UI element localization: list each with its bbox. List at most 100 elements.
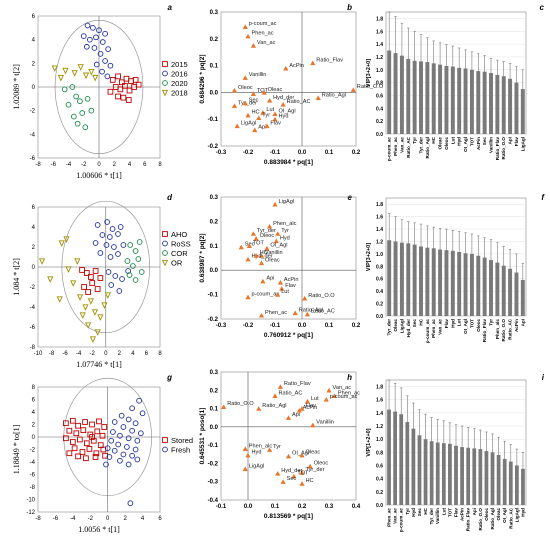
x-tick-label: 0 [97,162,101,168]
category-label: AcPin [460,508,465,521]
data-point [117,432,123,439]
y-tick-label: 0.3 [210,195,219,201]
data-point [82,72,90,80]
legend-label: 2015 [171,60,188,69]
y-tick-label: 1.8 [376,16,383,22]
loading-point [258,253,265,258]
y-tick-label: -6 [30,156,36,162]
vip-bar [495,262,500,316]
loading-label: LigAgl [249,463,265,469]
category-label: LigAgl [514,508,519,522]
data-point [47,276,54,283]
plot-frame [220,196,357,320]
y-tick-label: 6 [32,14,36,20]
loading-point [299,406,305,411]
loading-label: Hyd [279,114,289,120]
category-label: Flav [454,508,459,518]
loading-label: p-coum_ac [252,292,280,298]
category-label: Api [520,319,525,326]
data-point [83,440,90,447]
data-point [91,309,99,316]
loading-label: Ratio_O.O [308,293,335,299]
vip-bar [406,243,411,316]
vip-bar [478,449,483,505]
y-tick-label: -8 [30,485,36,491]
y-tick-label: 1.0 [376,437,383,443]
loading-point [264,245,270,251]
x-tick-label: 4 [141,516,145,522]
vip-bar [489,260,493,316]
data-point [70,280,77,287]
loading-label: TOT [297,471,309,477]
x-axis-label: 1.00606 * t[1] [76,171,122,180]
data-point [79,449,86,455]
x-tick-label: -10 [34,351,43,357]
vip-bar [484,451,489,505]
y-tick-label: 0 [32,265,36,271]
data-point [92,454,99,460]
vip-bar [399,55,404,134]
loading-label: AcPin [284,277,299,283]
y-axis-label: VIP[3+2+0] [366,59,372,87]
loading-label: p-coum_ac [330,394,358,400]
data-point [129,427,135,434]
data-point [115,93,121,100]
data-point [83,455,89,462]
category-label: HC [419,318,424,325]
loading-point [264,123,270,129]
y-axis-label: 1.18849 * to[1] [12,424,21,474]
vip-bar [405,422,410,505]
data-point [125,416,132,423]
data-point [135,81,142,88]
data-point [88,274,94,280]
vip-bar [438,249,443,316]
category-label: Ratio_AC [508,507,513,528]
category-label: LigAgl [520,137,525,151]
vip-bar [435,442,440,505]
y-tick-label: 0.2 [210,219,219,225]
panel-letter: b [347,3,352,12]
loading-label: TOT [253,240,265,246]
data-point [124,444,130,450]
vip-bar [454,445,458,505]
x-tick-label: 2 [123,516,127,522]
category-label: Ratio_AC [508,318,513,339]
vip-bar [448,443,452,505]
loading-point [256,115,262,121]
category-label: Tyr [405,508,410,515]
panel-letter: a [168,3,173,12]
loading-label: Phen_ac [265,310,287,316]
legend-label: OR [171,259,183,268]
loading-point [285,453,292,459]
loading-label: Sec [249,98,259,104]
loading-label: HC [252,110,260,116]
category-label: Sec [417,508,422,517]
x-tick-label: 6 [145,351,149,357]
vip-bar [393,411,398,505]
loading-plot-h: h -0.1 0.0 0.1 0.2 0.3 0.4 -0.4 -0.3 -0.2 -0.1 0.0 0… [199,370,361,520]
category-label: Ratio_O.O [478,508,483,531]
data-point [71,70,78,77]
x-tick-label: 2 [118,351,122,357]
y-tick-label: 1.2 [376,424,383,430]
category-label: Hyd [457,137,462,146]
data-point [86,446,93,452]
plot-frame [37,386,161,513]
data-point [69,84,76,90]
category-label: Van_ac [393,508,398,524]
loading-plot-b: b-0.3 -0.2 -0.1 0.0 0.1 0.2-0.2-0.10.00.10.20… [199,3,384,166]
panel-letter: d [167,193,173,202]
loading-point [231,87,238,93]
y-tick-label: 0.4 [376,106,383,112]
y-tick-label: -0.2 [208,461,219,467]
data-point [99,68,105,75]
data-point [77,98,83,105]
y-tick-label: 0.8 [376,264,383,270]
data-point [76,436,83,443]
loading-point [272,201,278,207]
panel-letter: h [347,373,352,382]
data-point [132,277,139,283]
score-plot-g: g -8 -6 -4 -2 0 2 4 6 -12 -10 -8 -6 -4 -2 0 2 4 6 8 1.0056 *… [12,373,193,534]
